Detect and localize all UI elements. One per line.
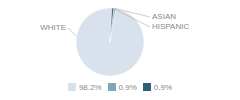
html-text:0.9%: 0.9% (153, 82, 173, 92)
svg-text:WHITE: WHITE (40, 23, 66, 32)
html-text:98.2%: 98.2% (78, 82, 102, 92)
svg-text:ASIAN: ASIAN (152, 12, 176, 21)
html-text:0.9%: 0.9% (118, 82, 137, 92)
svg-text:HISPANIC: HISPANIC (152, 22, 189, 31)
